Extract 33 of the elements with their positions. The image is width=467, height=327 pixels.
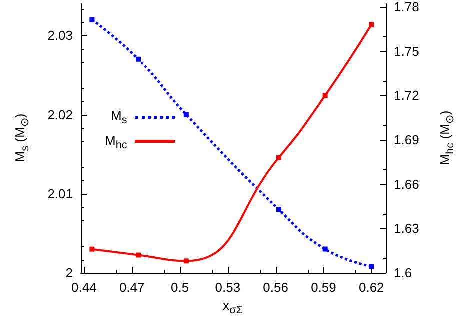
legend-label: M$_{s}$: [110, 108, 128, 127]
x-tick-label: 0.53: [215, 280, 241, 295]
point: [136, 56, 141, 62]
point: [276, 155, 282, 160]
y-tick-label: 2.02: [48, 107, 73, 122]
point: [90, 17, 95, 22]
point: [136, 252, 141, 258]
y2-tick-label: 1.66: [394, 176, 420, 192]
y-tick-label: 2.01: [48, 186, 73, 202]
point: [369, 264, 374, 270]
y-tick-label: 2.03: [48, 28, 73, 44]
point: [322, 246, 328, 252]
point: [369, 22, 374, 28]
x-tick-label: 0.59: [311, 280, 336, 295]
x-tick-label: 0.44: [72, 280, 97, 295]
legend-label: M$_{hc}$: [105, 132, 128, 152]
y2-tick-label: 1.72: [394, 88, 420, 104]
x-tick-label: 0.62: [358, 280, 384, 295]
point: [184, 258, 189, 264]
point: [322, 93, 328, 98]
y2-tick-label: 1.78: [394, 0, 420, 14]
y2-tick-label: 1.6: [394, 266, 412, 280]
x-axis-title: x$_{σΣ}$: [223, 298, 243, 317]
x-tick-label: 0.47: [119, 280, 145, 295]
x-tick-label: 0.56: [263, 280, 288, 295]
y-tick-label: 2: [66, 266, 73, 280]
point: [184, 112, 189, 118]
point: [90, 246, 95, 252]
y2-tick-label: 1.63: [394, 221, 420, 236]
y2-tick-label: 1.69: [394, 132, 420, 148]
point: [276, 207, 282, 212]
y2-tick-label: 1.75: [394, 44, 420, 59]
x-tick-label: 0.5: [170, 280, 190, 295]
